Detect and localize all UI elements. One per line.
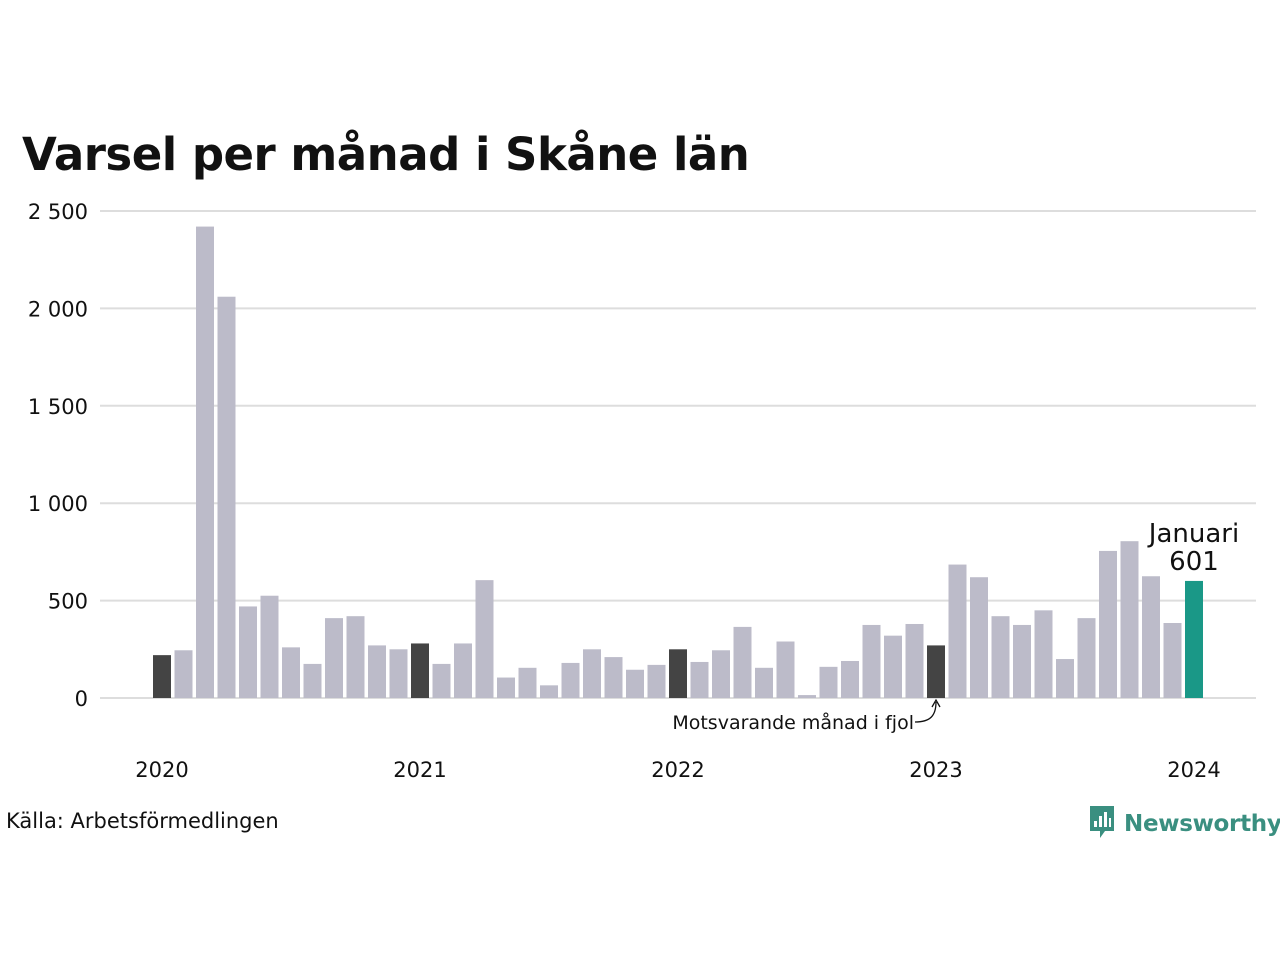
- bar: [669, 649, 687, 698]
- brand-logo: Newsworthy: [1088, 804, 1280, 844]
- bar: [239, 606, 257, 698]
- bar: [389, 649, 408, 698]
- y-tick-label: 2 000: [28, 297, 88, 321]
- bar: [884, 635, 902, 698]
- bar: [325, 618, 343, 698]
- bar: [583, 649, 601, 698]
- x-tick-label: 2023: [909, 758, 962, 782]
- bar: [755, 667, 773, 698]
- bar: [733, 626, 752, 698]
- x-tick-label: 2024: [1167, 758, 1220, 782]
- bar: [368, 645, 386, 698]
- bar: [776, 641, 795, 698]
- bar: [604, 657, 623, 698]
- bar: [905, 623, 924, 698]
- bar: [1056, 659, 1074, 698]
- y-tick-label: 500: [48, 590, 88, 614]
- bar: [991, 616, 1010, 698]
- bars: [153, 226, 1203, 699]
- bar: [303, 663, 322, 698]
- bar: [1185, 580, 1203, 698]
- bar: [196, 226, 214, 699]
- bar: [927, 645, 945, 698]
- bar: [970, 577, 988, 698]
- bar: [217, 296, 236, 698]
- bar: [1077, 618, 1096, 698]
- bar: [647, 664, 666, 698]
- bar: [454, 643, 472, 698]
- bar: [1013, 624, 1031, 698]
- bar: [948, 564, 967, 698]
- bar: [346, 616, 365, 698]
- highlight-month-label: Januari: [1147, 519, 1239, 549]
- bar: [1034, 610, 1053, 698]
- annotation-arrowhead: [931, 698, 941, 708]
- x-tick-label: 2021: [393, 758, 446, 782]
- bar: [260, 595, 279, 698]
- bar: [798, 695, 816, 698]
- x-tick-label: 2022: [651, 758, 704, 782]
- bar: [1163, 623, 1182, 698]
- y-tick-label: 1 500: [28, 395, 88, 419]
- x-axis-ticks: 2020 2021 2022 2023 2024: [135, 758, 1220, 782]
- y-tick-label: 1 000: [28, 492, 88, 516]
- y-tick-label: 0: [75, 687, 88, 711]
- newsworthy-logo-icon: [1088, 804, 1116, 844]
- annotation-arrow: [914, 701, 937, 723]
- bar: [497, 677, 515, 698]
- bar: [153, 655, 171, 698]
- y-axis-ticks: 0 500 1 000 1 500 2 000 2 500: [28, 200, 88, 711]
- y-tick-label: 2 500: [28, 200, 88, 224]
- bar: [282, 647, 300, 698]
- bar: [432, 663, 451, 698]
- bar: [411, 643, 429, 698]
- bar: [540, 685, 558, 698]
- bar: [819, 666, 838, 698]
- bar: [1099, 550, 1117, 698]
- bar: [561, 662, 580, 698]
- bar: [475, 580, 494, 698]
- brand-name: Newsworthy: [1124, 811, 1280, 837]
- bar: [690, 661, 709, 698]
- bar: [1142, 576, 1160, 698]
- bar: [712, 650, 730, 698]
- x-tick-label: 2020: [135, 758, 188, 782]
- bar: [626, 669, 644, 698]
- bar: [1120, 541, 1139, 698]
- bar: [862, 624, 881, 698]
- chart-title: Varsel per månad i Skåne län: [22, 128, 750, 181]
- bar: [518, 667, 537, 698]
- annotation-text: Motsvarande månad i fjol: [672, 711, 914, 734]
- bar: [841, 660, 859, 698]
- bar: [174, 650, 193, 698]
- source-note: Källa: Arbetsförmedlingen: [6, 809, 279, 833]
- highlight-value-label: 601: [1169, 547, 1219, 577]
